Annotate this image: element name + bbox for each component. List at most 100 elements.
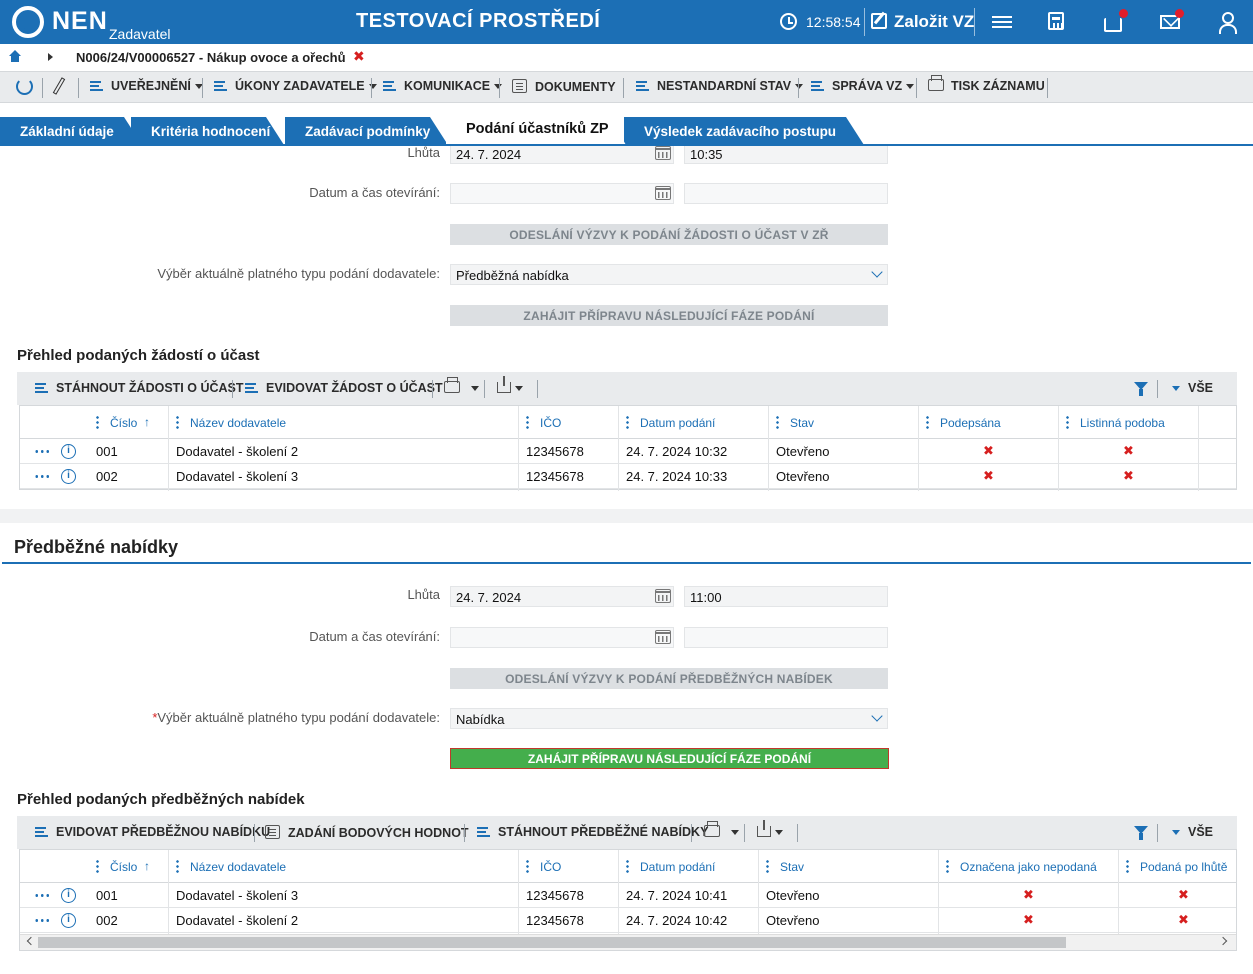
column-header[interactable]: Podepsána [940, 416, 1001, 430]
deadline-time-field[interactable]: 11:00 [684, 586, 888, 607]
inbox-icon[interactable] [1104, 18, 1122, 32]
logo-text[interactable]: NEN [52, 7, 108, 35]
pencil-icon[interactable] [52, 77, 66, 95]
mail-icon[interactable] [1160, 15, 1180, 29]
calculator-icon[interactable] [1048, 12, 1064, 30]
opening-date-field[interactable] [450, 627, 674, 648]
opening-time-field[interactable] [684, 627, 888, 648]
column-header[interactable]: Stav [780, 860, 805, 874]
column-header[interactable]: Číslo [110, 416, 138, 430]
send-invitation-button[interactable]: ODESLÁNÍ VÝZVY K PODÁNÍ ŽÁDOSTI O ÚČAST … [450, 224, 888, 245]
deadline-date-field[interactable]: 24. 7. 2024 [450, 146, 674, 164]
column-header[interactable]: Datum podání [640, 860, 716, 874]
more-options-icon[interactable] [34, 893, 50, 898]
calendar-icon[interactable] [655, 589, 671, 603]
show-all-button[interactable]: VŠE [1172, 381, 1213, 395]
export-menu-button[interactable] [497, 376, 523, 395]
show-all-button[interactable]: VŠE [1172, 825, 1213, 839]
edit-icon[interactable] [871, 13, 887, 29]
menu-komunikace[interactable]: KOMUNIKACE [383, 79, 503, 93]
scrollbar-thumb[interactable] [38, 937, 1066, 948]
close-icon[interactable]: ✖ [353, 48, 365, 64]
print-menu-button[interactable] [444, 377, 479, 395]
scroll-left-icon[interactable] [26, 936, 36, 946]
start-next-phase-button[interactable]: ZAHÁJIT PŘÍPRAVU NÁSLEDUJÍCÍ FÁZE PODÁNÍ [450, 305, 888, 326]
score-values-button[interactable]: ZADÁNÍ BODOVÝCH HODNOT [265, 825, 469, 840]
info-icon[interactable]: i [61, 469, 76, 484]
column-header[interactable]: IČO [540, 860, 562, 874]
horizontal-scrollbar[interactable] [20, 934, 1236, 950]
submission-type-select[interactable]: Nabídka [450, 708, 888, 729]
menu-uverejneni[interactable]: UVEŘEJNĚNÍ [90, 79, 203, 93]
deadline-date-field[interactable]: 24. 7. 2024 [450, 586, 674, 607]
create-vz-button[interactable]: Založit VZ [894, 12, 975, 31]
deadline-time-field[interactable]: 10:35 [684, 146, 888, 164]
column-menu-icon[interactable] [1066, 415, 1069, 429]
record-offer-button[interactable]: EVIDOVAT PŘEDBĚŽNOU NABÍDKU [35, 825, 270, 839]
column-menu-icon[interactable] [626, 415, 629, 429]
tab-vysledek-zadavaciho-postupu[interactable]: Výsledek zadávacího postupu [624, 117, 864, 145]
opening-date-field[interactable] [450, 183, 674, 204]
download-requests-button[interactable]: STÁHNOUT ŽÁDOSTI O ÚČAST [35, 381, 244, 395]
print-menu-button[interactable] [704, 821, 739, 839]
record-request-button[interactable]: EVIDOVAT ŽÁDOST O ÚČAST [245, 381, 443, 395]
table-row[interactable]: i 002 Dodavatel - školení 2 12345678 24.… [20, 908, 1236, 933]
filter-icon[interactable] [1134, 382, 1148, 396]
tab-kriteria-hodnoceni[interactable]: Kritéria hodnocení [131, 117, 284, 145]
start-next-phase-button[interactable]: ZAHÁJIT PŘÍPRAVU NÁSLEDUJÍCÍ FÁZE PODÁNÍ [450, 748, 889, 769]
column-menu-icon[interactable] [766, 859, 769, 873]
more-options-icon[interactable] [34, 474, 50, 479]
column-header[interactable]: IČO [540, 416, 562, 430]
column-header[interactable]: Číslo [110, 860, 138, 874]
scroll-right-icon[interactable] [1218, 936, 1228, 946]
tab-podani-ucastniku[interactable]: Podání účastníků ZP [446, 114, 626, 145]
column-header[interactable]: Podaná po lhůtě [1140, 860, 1228, 874]
column-menu-icon[interactable] [526, 859, 529, 873]
column-menu-icon[interactable] [776, 415, 779, 429]
column-menu-icon[interactable] [926, 415, 929, 429]
table-row[interactable]: i 001 Dodavatel - školení 2 12345678 24.… [20, 439, 1236, 464]
filter-icon[interactable] [1134, 826, 1148, 840]
column-menu-icon[interactable] [176, 415, 179, 429]
column-menu-icon[interactable] [1126, 859, 1129, 873]
column-menu-icon[interactable] [946, 859, 949, 873]
menu-sprava-vz[interactable]: SPRÁVA VZ [811, 79, 915, 93]
info-icon[interactable]: i [61, 888, 76, 903]
menu-nestandardni-stav[interactable]: NESTANDARDNÍ STAV [636, 79, 804, 93]
menu-dokumenty[interactable]: DOKUMENTY [512, 79, 616, 94]
download-offers-button[interactable]: STÁHNOUT PŘEDBĚŽNÉ NABÍDKY [477, 825, 708, 839]
nen-logo-icon[interactable] [12, 6, 44, 38]
home-icon[interactable] [9, 50, 21, 62]
table-row[interactable]: i 002 Dodavatel - školení 3 12345678 24.… [20, 464, 1236, 489]
tab-zakladni-udaje[interactable]: Základní údaje [0, 117, 142, 145]
calendar-icon[interactable] [655, 630, 671, 644]
info-icon[interactable]: i [61, 444, 76, 459]
more-options-icon[interactable] [34, 449, 50, 454]
menu-ukony-zadavatele[interactable]: ÚKONY ZADAVATELE [214, 79, 377, 93]
calendar-icon[interactable] [655, 186, 671, 200]
opening-time-field[interactable] [684, 183, 888, 204]
sort-ascending-icon[interactable]: ↑ [144, 859, 150, 873]
column-header[interactable]: Označena jako nepodaná [960, 860, 1097, 874]
column-menu-icon[interactable] [176, 859, 179, 873]
column-header[interactable]: Název dodavatele [190, 860, 287, 874]
export-menu-button[interactable] [757, 820, 783, 839]
user-icon[interactable] [1217, 12, 1237, 34]
menu-icon[interactable] [992, 13, 1012, 33]
info-icon[interactable]: i [61, 913, 76, 928]
table-row[interactable]: i 001 Dodavatel - školení 3 12345678 24.… [20, 883, 1236, 908]
calendar-icon[interactable] [655, 146, 671, 160]
column-header[interactable]: Název dodavatele [190, 416, 287, 430]
column-menu-icon[interactable] [96, 859, 99, 873]
sort-ascending-icon[interactable]: ↑ [144, 415, 150, 429]
column-menu-icon[interactable] [526, 415, 529, 429]
send-invitation-button[interactable]: ODESLÁNÍ VÝZVY K PODÁNÍ PŘEDBĚŽNÝCH NABÍ… [450, 668, 888, 689]
menu-tisk-zaznamu[interactable]: TISK ZÁZNAMU [928, 75, 1045, 93]
tab-zadavaci-podminky[interactable]: Zadávací podmínky [285, 117, 448, 145]
submission-type-select[interactable]: Předběžná nabídka [450, 264, 888, 285]
refresh-icon[interactable] [16, 78, 33, 95]
more-options-icon[interactable] [34, 918, 50, 923]
breadcrumb-item[interactable]: N006/24/V00006527 - Nákup ovoce a ořechů [76, 50, 346, 65]
column-header[interactable]: Datum podání [640, 416, 716, 430]
column-menu-icon[interactable] [626, 859, 629, 873]
